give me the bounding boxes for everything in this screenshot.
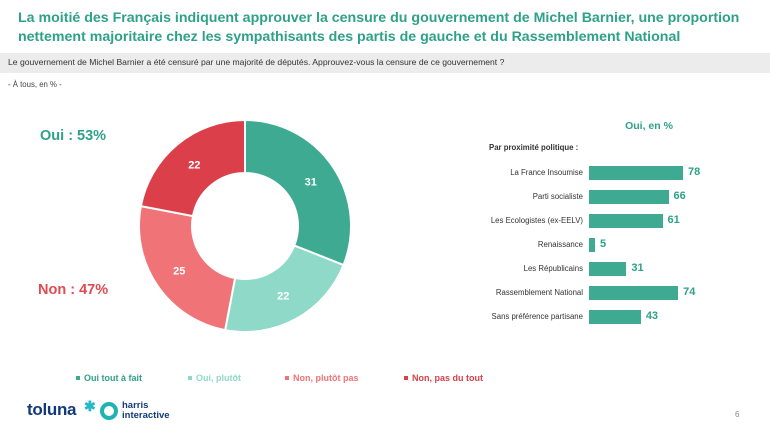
bar-value-2: 66 [673, 190, 686, 202]
harris-logo-line1: harris [122, 400, 149, 411]
bar-chart-subtitle: Par proximité politique : [489, 143, 579, 152]
legend-item-3: Non, plutôt pas [285, 373, 359, 383]
bar-row-3: Les Ecologistes (ex-EELV) 61 [0, 214, 770, 228]
base-note: - À tous, en % - [8, 80, 62, 89]
legend-label-3: Non, plutôt pas [293, 373, 359, 383]
oui-total: Oui : 53% [40, 128, 107, 144]
page-title: La moitié des Français indiquent approuv… [18, 10, 740, 45]
bar-row-4: Renaissance 5 [0, 238, 770, 252]
toluna-logo: toluna [27, 400, 77, 419]
bar-label-4: Renaissance [537, 240, 583, 249]
legend-label-2: Oui, plutôt [196, 373, 241, 383]
bar-6 [589, 286, 679, 300]
non-total: Non : 47% [38, 282, 109, 298]
donut-label-1: 31 [305, 176, 317, 188]
bar-label-6: Rassemblement National [495, 288, 583, 297]
bar-label-1: La France Insoumise [510, 168, 583, 177]
bar-label-3: Les Ecologistes (ex-EELV) [490, 216, 583, 225]
legend-item-1: Oui tout à fait [76, 373, 142, 383]
bar-1 [589, 166, 683, 180]
bar-value-5: 31 [631, 262, 644, 274]
legend-label-1: Oui tout à fait [84, 373, 142, 383]
legend-item-2: Oui, plutôt [188, 373, 241, 383]
bar-label-2: Parti socialiste [532, 192, 583, 201]
legend-swatch-2 [188, 375, 192, 380]
bar-value-4: 5 [600, 238, 607, 250]
question-bar: Le gouvernement de Michel Barnier a été … [0, 53, 770, 73]
page-number: 6 [735, 410, 740, 419]
harris-logo-icon [100, 402, 118, 420]
harris-logo-line2: interactive [122, 410, 170, 421]
donut-label-4: 22 [188, 160, 200, 172]
donut-slice-4 [139, 118, 246, 218]
donut-slice-1 [244, 118, 352, 267]
harris-logo: harris interactive [122, 401, 170, 421]
bar-row-5: Les Républicains 31 [0, 262, 770, 276]
bar-value-6: 74 [683, 286, 696, 298]
bar-5 [589, 262, 627, 276]
donut-label-2: 22 [277, 291, 289, 303]
bar-row-1: La France Insoumise 78 [0, 166, 770, 180]
bar-value-7: 43 [645, 310, 659, 322]
bar-2 [589, 190, 669, 204]
question-text: Le gouvernement de Michel Barnier a été … [8, 57, 505, 67]
donut-label-3: 25 [173, 266, 185, 278]
bar-chart-title: Oui, en % [625, 120, 673, 132]
bar-3 [589, 214, 663, 228]
legend-swatch-1 [76, 375, 80, 380]
legend-item-4: Non, pas du tout [404, 373, 483, 383]
toluna-star-icon: ✱ [84, 398, 96, 414]
legend-label-4: Non, pas du tout [412, 373, 483, 383]
donut-slice-3 [138, 204, 237, 332]
bar-row-7: Sans préférence partisane 43 [0, 310, 770, 324]
bar-label-7: Sans préférence partisane [491, 312, 583, 321]
legend-swatch-3 [285, 375, 289, 380]
bar-4 [589, 238, 596, 252]
legend-swatch-4 [404, 375, 408, 380]
bar-value-3: 61 [667, 214, 680, 226]
bar-value-1: 78 [688, 166, 701, 178]
bar-label-5: Les Républicains [523, 264, 583, 273]
bar-row-6: Rassemblement National 74 [0, 286, 770, 300]
bar-7 [589, 310, 641, 324]
donut-slice-2 [223, 244, 345, 333]
bar-row-2: Parti socialiste 66 [0, 190, 770, 204]
